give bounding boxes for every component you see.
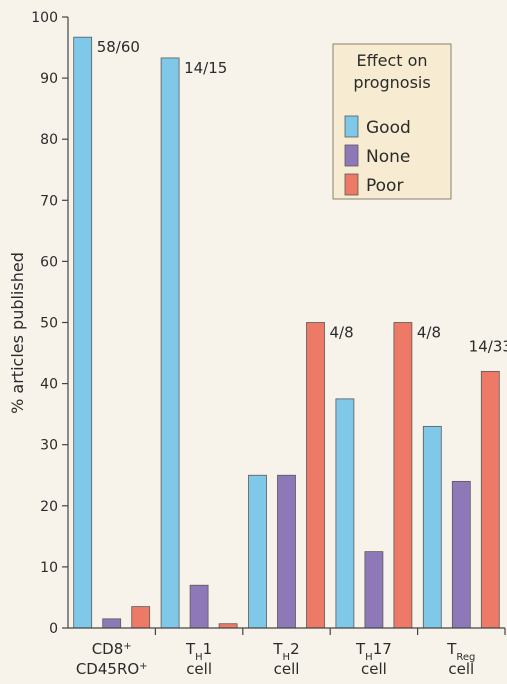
bar-good bbox=[160, 57, 180, 629]
bar-annotation: 14/15 bbox=[184, 59, 227, 77]
bar-none bbox=[189, 584, 209, 629]
x-tick-label: CD8+ bbox=[92, 640, 132, 658]
bar-good bbox=[422, 425, 442, 629]
legend-title-line2: prognosis bbox=[353, 73, 430, 92]
bar-none bbox=[364, 551, 384, 629]
legend-label-poor: Poor bbox=[366, 176, 403, 196]
annotations: 58/60 14/15 4/8 4/8 14/33 bbox=[97, 38, 507, 355]
bar-poor bbox=[131, 606, 151, 629]
y-tick-label: 40 bbox=[40, 377, 58, 393]
bar-annotation: 4/8 bbox=[417, 324, 441, 342]
x-axis: CD8+CD45RO+TH1cellTH2cellTH17cellTRegcel… bbox=[68, 627, 506, 678]
legend-title-line1: Effect on bbox=[356, 51, 427, 70]
legend: Effect on prognosis Good None Poor bbox=[332, 43, 452, 200]
bar-annotation: 14/33 bbox=[469, 337, 507, 355]
legend-swatch-good bbox=[344, 115, 359, 138]
bar-poor bbox=[218, 623, 238, 629]
x-tick-label-line2: cell bbox=[274, 660, 300, 678]
bars bbox=[73, 36, 500, 629]
y-tick-label: 10 bbox=[40, 560, 58, 576]
x-tick-label: TH2 bbox=[272, 640, 299, 663]
x-tick-label-line2: cell bbox=[361, 660, 387, 678]
y-tick-label: 70 bbox=[40, 193, 58, 209]
legend-label-good: Good bbox=[366, 118, 411, 138]
x-tick-label-line2: cell bbox=[186, 660, 212, 678]
bar-good bbox=[73, 36, 93, 629]
y-axis-label: % articles published bbox=[8, 252, 27, 414]
y-tick-label: 60 bbox=[40, 254, 58, 270]
x-tick-label-line2: cell bbox=[448, 660, 474, 678]
bar-none bbox=[451, 480, 471, 629]
bar-none bbox=[102, 618, 122, 629]
bar-annotation: 4/8 bbox=[330, 324, 354, 342]
bar-poor bbox=[306, 322, 325, 629]
bar-none bbox=[277, 474, 296, 629]
y-tick-label: 50 bbox=[40, 316, 58, 332]
bar-good bbox=[248, 474, 267, 629]
legend-swatch-poor bbox=[344, 173, 359, 196]
y-tick-label: 90 bbox=[40, 71, 58, 87]
x-tick-label: TReg bbox=[446, 640, 475, 663]
bar-poor bbox=[480, 370, 500, 629]
y-tick-label: 100 bbox=[31, 10, 58, 26]
x-tick-label-line2: CD45RO+ bbox=[76, 660, 148, 678]
y-tick-label: 80 bbox=[40, 132, 58, 148]
y-tick-label: 0 bbox=[49, 621, 58, 637]
legend-label-none: None bbox=[366, 147, 410, 167]
y-axis: 0 10 20 30 40 50 60 70 80 90 100 bbox=[31, 10, 69, 637]
legend-swatch-none bbox=[344, 144, 359, 167]
x-tick-label: TH17 bbox=[355, 640, 392, 663]
bar-poor bbox=[393, 322, 413, 629]
y-tick-label: 30 bbox=[40, 438, 58, 454]
y-tick-label: 20 bbox=[40, 499, 58, 515]
x-tick-label: TH1 bbox=[185, 640, 212, 663]
bar-good bbox=[335, 398, 355, 629]
bar-annotation: 58/60 bbox=[97, 38, 140, 56]
